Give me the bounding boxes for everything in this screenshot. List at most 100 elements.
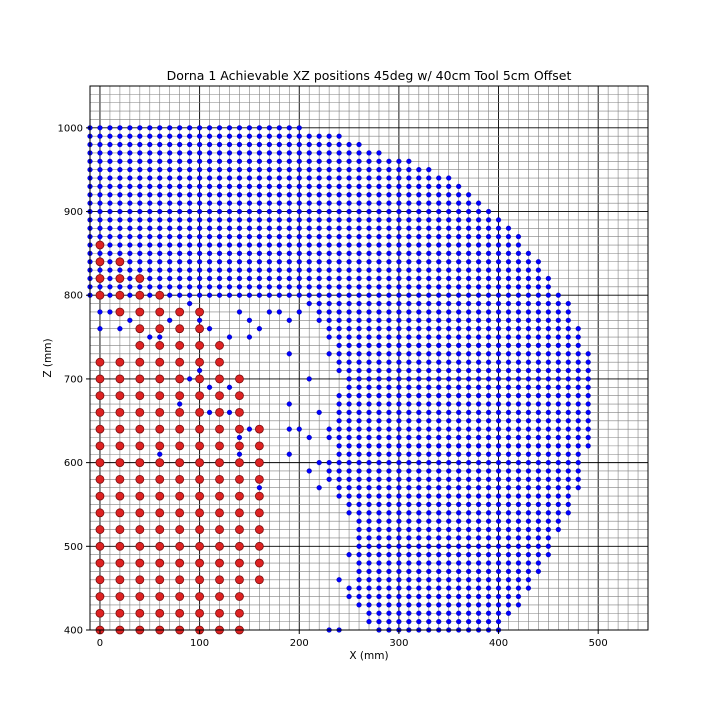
blue-point [416,267,422,273]
blue-point [426,443,432,449]
red-point [254,508,264,518]
blue-point [456,409,462,416]
blue-point [466,208,472,215]
blue-point [206,409,213,416]
blue-point [396,476,402,482]
blue-point [356,175,362,181]
blue-point [117,200,123,206]
blue-point [326,426,332,432]
red-point [195,608,205,618]
blue-point [396,250,402,256]
blue-point [416,468,422,474]
blue-point [157,275,163,282]
y-tick-label: 800 [64,291,83,302]
blue-point [446,577,452,583]
blue-point [117,234,123,240]
blue-point [515,275,522,282]
blue-point [366,242,372,248]
blue-point [515,543,522,549]
blue-point [416,250,422,256]
blue-point [306,468,312,474]
blue-point [505,351,512,357]
blue-point [525,451,532,457]
blue-point [167,242,173,248]
blue-point [416,242,422,248]
blue-point [406,351,412,357]
blue-point [416,568,422,575]
blue-point [396,267,402,273]
blue-point [436,451,442,457]
blue-point [386,326,392,332]
blue-point [236,208,243,215]
blue-point [216,250,223,256]
blue-point [376,192,382,198]
blue-point [236,451,243,457]
blue-point [197,150,203,156]
blue-point [177,401,183,407]
blue-point [117,326,123,332]
red-point [95,608,105,618]
blue-point [485,493,492,499]
red-point [235,525,244,534]
blue-point [206,384,213,390]
blue-point [366,384,372,390]
blue-point [206,200,213,206]
blue-point [555,351,561,357]
blue-point [446,535,452,541]
blue-point [366,543,372,549]
blue-point [476,351,482,357]
red-point [195,508,205,518]
blue-point [456,602,462,608]
blue-point [386,501,392,508]
blue-point [495,225,502,231]
blue-point [426,552,432,558]
blue-point [386,234,392,240]
blue-point [197,250,203,256]
blue-point [485,460,492,466]
blue-point [276,192,282,198]
blue-point [406,158,412,164]
blue-point [485,284,492,290]
blue-point [575,476,581,482]
blue-point [505,401,512,407]
blue-point [525,401,532,407]
blue-point [197,292,203,298]
blue-point [356,518,362,524]
red-point [175,458,185,468]
blue-point [296,234,302,240]
blue-point [137,250,143,256]
blue-point [535,510,541,516]
blue-point [296,208,302,215]
blue-point [406,468,412,474]
blue-point [107,208,113,215]
blue-point [446,242,452,248]
blue-point [416,359,422,365]
blue-point [336,317,342,323]
blue-point [535,460,541,466]
blue-point [356,560,362,566]
blue-point [386,275,392,282]
blue-point [376,225,382,231]
blue-point [436,526,442,533]
blue-point [426,259,432,265]
blue-point [147,200,153,206]
blue-point [376,200,382,206]
red-point [215,608,224,618]
blue-point [366,351,372,357]
blue-point [396,577,402,583]
blue-point [326,175,332,181]
red-point [254,575,264,585]
blue-point [436,192,442,198]
blue-point [336,577,342,583]
blue-point [376,401,382,407]
blue-point [545,510,551,516]
red-point [175,391,185,401]
blue-point [286,259,292,265]
blue-point [316,141,322,148]
blue-point [256,125,262,131]
blue-point [476,518,482,524]
blue-point [485,401,492,407]
blue-point [386,485,392,491]
blue-point [356,167,362,173]
blue-point [515,451,522,457]
